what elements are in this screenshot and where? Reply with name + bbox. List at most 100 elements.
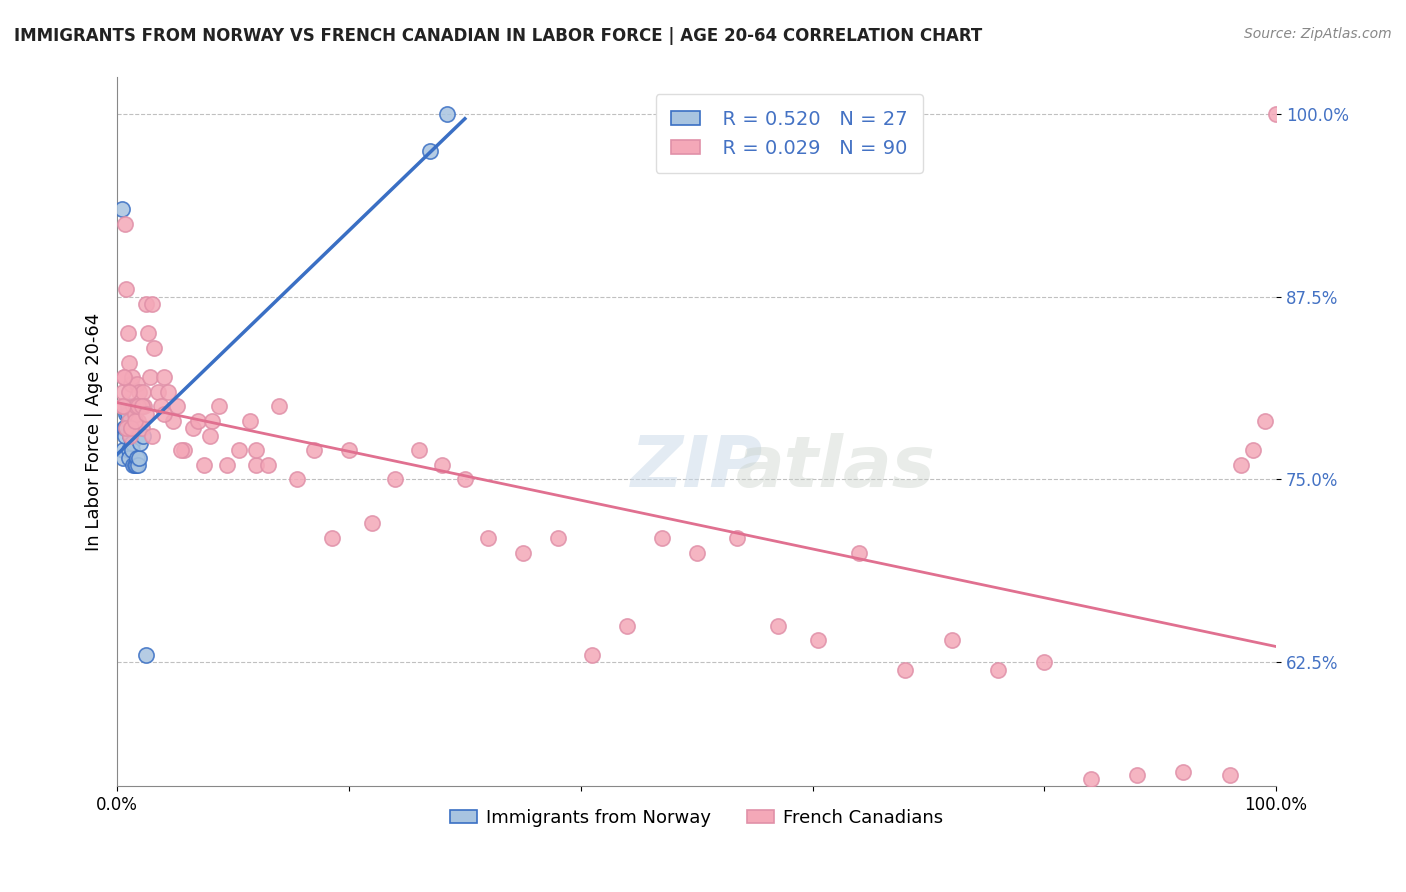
- French Canadians: [112, 370, 135, 384]
- French Canadians: [138, 326, 160, 341]
- Immigrants from Norway: [129, 436, 152, 450]
- Immigrants from Norway: [124, 458, 146, 472]
- French Canadians: [1126, 768, 1149, 782]
- French Canadians: [132, 400, 155, 414]
- French Canadians: [512, 545, 534, 559]
- French Canadians: [118, 355, 141, 369]
- Immigrants from Norway: [121, 436, 143, 450]
- Immigrants from Norway: [127, 458, 149, 472]
- French Canadians: [198, 428, 221, 442]
- Immigrants from Norway: [111, 202, 134, 216]
- French Canadians: [725, 531, 748, 545]
- French Canadians: [245, 458, 267, 472]
- French Canadians: [128, 384, 150, 399]
- Immigrants from Norway: [128, 450, 150, 465]
- French Canadians: [111, 400, 134, 414]
- Immigrants from Norway: [121, 443, 143, 458]
- French Canadians: [127, 414, 149, 428]
- French Canadians: [1265, 107, 1288, 121]
- Immigrants from Norway: [111, 443, 134, 458]
- Legend: Immigrants from Norway, French Canadians: Immigrants from Norway, French Canadians: [443, 802, 950, 834]
- French Canadians: [125, 377, 148, 392]
- French Canadians: [321, 531, 343, 545]
- French Canadians: [547, 531, 569, 545]
- French Canadians: [173, 443, 195, 458]
- French Canadians: [141, 428, 163, 442]
- French Canadians: [122, 400, 145, 414]
- French Canadians: [111, 384, 134, 399]
- French Canadians: [384, 473, 406, 487]
- French Canadians: [193, 458, 215, 472]
- Immigrants from Norway: [419, 144, 441, 158]
- French Canadians: [127, 400, 149, 414]
- Immigrants from Norway: [111, 450, 134, 465]
- French Canadians: [141, 297, 163, 311]
- French Canadians: [245, 443, 267, 458]
- French Canadians: [337, 443, 360, 458]
- French Canadians: [131, 384, 153, 399]
- French Canadians: [807, 633, 830, 648]
- French Canadians: [138, 370, 160, 384]
- French Canadians: [143, 341, 166, 355]
- French Canadians: [162, 414, 184, 428]
- French Canadians: [118, 428, 141, 442]
- Immigrants from Norway: [122, 458, 145, 472]
- French Canadians: [121, 370, 143, 384]
- French Canadians: [166, 400, 188, 414]
- Immigrants from Norway: [120, 421, 142, 435]
- French Canadians: [285, 473, 308, 487]
- Immigrants from Norway: [115, 407, 138, 421]
- French Canadians: [228, 443, 250, 458]
- Immigrants from Norway: [125, 450, 148, 465]
- French Canadians: [129, 400, 152, 414]
- Immigrants from Norway: [114, 428, 136, 442]
- French Canadians: [117, 326, 139, 341]
- French Canadians: [651, 531, 673, 545]
- French Canadians: [152, 407, 174, 421]
- French Canadians: [269, 400, 291, 414]
- Immigrants from Norway: [114, 421, 136, 435]
- French Canadians: [201, 414, 224, 428]
- French Canadians: [115, 421, 138, 435]
- French Canadians: [1033, 655, 1056, 669]
- French Canadians: [152, 370, 174, 384]
- Text: atlas: atlas: [735, 433, 935, 502]
- French Canadians: [257, 458, 280, 472]
- Immigrants from Norway: [115, 421, 138, 435]
- French Canadians: [430, 458, 453, 472]
- Text: Source: ZipAtlas.com: Source: ZipAtlas.com: [1244, 27, 1392, 41]
- French Canadians: [208, 400, 231, 414]
- French Canadians: [1241, 443, 1264, 458]
- French Canadians: [1253, 414, 1275, 428]
- French Canadians: [454, 473, 477, 487]
- French Canadians: [894, 663, 917, 677]
- Immigrants from Norway: [118, 450, 141, 465]
- French Canadians: [616, 618, 638, 632]
- French Canadians: [408, 443, 430, 458]
- Immigrants from Norway: [118, 428, 141, 442]
- Text: IMMIGRANTS FROM NORWAY VS FRENCH CANADIAN IN LABOR FORCE | AGE 20-64 CORRELATION: IMMIGRANTS FROM NORWAY VS FRENCH CANADIA…: [14, 27, 983, 45]
- French Canadians: [1173, 764, 1195, 779]
- French Canadians: [941, 633, 963, 648]
- French Canadians: [131, 421, 153, 435]
- French Canadians: [170, 443, 193, 458]
- French Canadians: [120, 421, 142, 435]
- Immigrants from Norway: [131, 428, 153, 442]
- French Canadians: [766, 618, 789, 632]
- French Canadians: [181, 421, 204, 435]
- French Canadians: [146, 384, 169, 399]
- French Canadians: [111, 400, 134, 414]
- French Canadians: [114, 217, 136, 231]
- French Canadians: [239, 414, 262, 428]
- French Canadians: [150, 400, 173, 414]
- French Canadians: [187, 414, 209, 428]
- French Canadians: [1080, 772, 1102, 787]
- Immigrants from Norway: [117, 407, 139, 421]
- French Canadians: [118, 414, 141, 428]
- Immigrants from Norway: [135, 648, 157, 662]
- French Canadians: [131, 400, 153, 414]
- French Canadians: [118, 384, 141, 399]
- French Canadians: [685, 545, 707, 559]
- French Canadians: [987, 663, 1010, 677]
- French Canadians: [112, 370, 135, 384]
